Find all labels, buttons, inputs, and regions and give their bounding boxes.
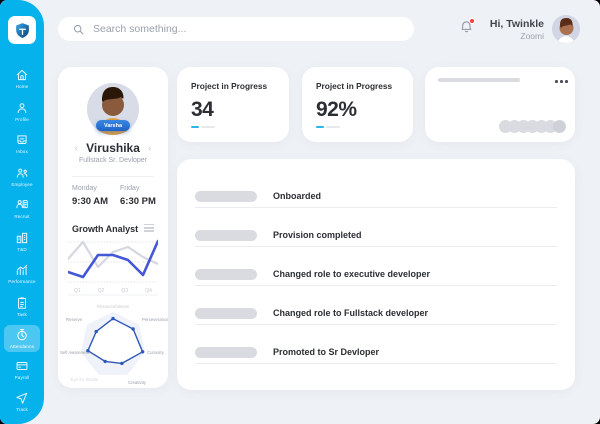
- svg-text:Eye for details: Eye for details: [71, 377, 98, 382]
- svg-text:Self Awareness: Self Awareness: [60, 350, 90, 355]
- svg-text:Creativity: Creativity: [128, 380, 147, 385]
- svg-text:Reserve: Reserve: [66, 317, 83, 322]
- svg-text:Curiosity: Curiosity: [147, 350, 165, 355]
- svg-text:Perseverance: Perseverance: [142, 317, 168, 322]
- svg-text:Resourcefulness: Resourcefulness: [97, 304, 129, 309]
